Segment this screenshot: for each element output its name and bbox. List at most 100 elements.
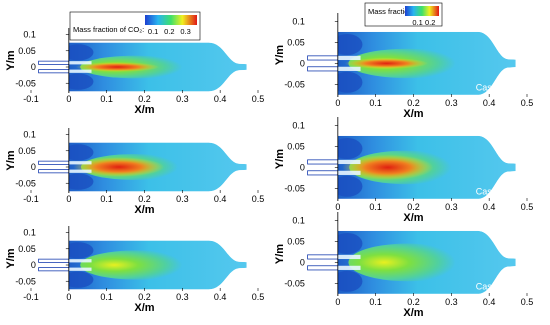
core [75,62,160,72]
y-tick-label: 0.05 [18,146,36,156]
recirc [337,138,363,159]
x-tick-label: 0.3 [445,297,458,307]
y-tick-label: 0.05 [287,37,305,47]
y-tick-label: -0.05 [15,78,36,88]
y-tick-label: 0.1 [292,16,305,26]
x-tick-label: 0.3 [445,98,458,108]
x-tick-label: 0.3 [176,194,189,204]
y-tick-label: -0.05 [284,79,305,89]
recirc [337,34,363,55]
y-tick-label: -0.05 [284,183,305,193]
colorbar-tick-label: 0.2 [425,18,435,27]
field [68,142,247,192]
x-axis-label: X/m [134,302,154,314]
inlet-jet [68,169,92,173]
x-axis-label: X/m [134,104,154,116]
case-label: Case 1 [476,187,505,197]
core [342,154,434,180]
plume [80,250,194,280]
inlet-jet [68,259,92,263]
x-tick-label: 0.5 [521,297,534,307]
x-tick-label: -0.1 [23,94,39,104]
x-tick-label: 0.1 [100,94,113,104]
field [337,135,516,199]
x-tick-label: 0.3 [445,202,458,212]
y-axis-label: Y/m [274,45,286,65]
x-tick-label: 0.5 [521,202,534,212]
x-tick-label: -0.1 [23,292,39,302]
field [337,31,516,95]
x-tick-label: 0 [335,202,340,212]
x-tick-label: 0.2 [407,202,420,212]
panel: -0.1 0 0.1 0.2 0.3 0.4 0.5 -0.05 0 0.05 0.1 X/m Y/m [5,128,264,216]
case-label: Case 0 [476,83,505,93]
y-tick-label: 0 [31,162,36,172]
inlet-jet [337,265,361,270]
inlet-jet [68,69,92,73]
inlet [307,170,339,176]
x-tick-label: 0 [335,98,340,108]
y-tick-label: 0 [300,162,305,172]
x-tick-label: 0.2 [407,297,420,307]
colorbar-title: Mass fraction of H₂O: [368,7,439,16]
x-tick-label: 0.4 [483,202,496,212]
y-tick-label: 0.1 [23,228,36,238]
inlet [38,60,70,65]
x-tick-label: 0.2 [138,94,151,104]
colorbar-tick-label: 0.1 [148,27,158,36]
x-tick-label: 0.2 [138,194,151,204]
inlet-jet [68,61,92,65]
y-tick-label: 0 [300,58,305,68]
panel: 0 0.1 0.2 0.3 0.4 0.5 -0.05 0 0.05 0.1 X/m Y/m Case … [274,117,533,224]
recirc [68,144,94,161]
inlet-jet [337,159,361,165]
field [68,240,247,290]
core [344,57,429,69]
x-tick-label: 0.4 [214,194,227,204]
x-tick-label: 0.5 [252,194,265,204]
y-tick-label: 0.05 [18,46,36,56]
inlet-jet [337,66,361,71]
x-tick-label: 0.2 [407,98,420,108]
y-axis-label: Y/m [5,50,17,70]
y-tick-label: 0 [300,257,305,267]
y-axis-label: Y/m [5,248,17,268]
panel: 0 0.1 0.2 0.3 0.4 0.5 -0.05 0 0.05 0.1 X/m Y/m Case … [274,212,533,319]
y-tick-label: -0.05 [15,178,36,188]
y-tick-label: 0.1 [23,130,36,140]
y-tick-label: 0.05 [287,141,305,151]
x-tick-label: 0 [66,94,71,104]
y-tick-label: 0.1 [292,120,305,130]
x-tick-label: 0.1 [100,292,113,302]
inlet-jet [337,55,361,61]
x-axis-label: X/m [403,307,423,319]
field [337,230,516,294]
colorbar-title: Mass fraction of CO₂: [73,25,144,34]
panel: -0.1 0 0.1 0.2 0.3 0.4 0.5 -0.05 0 0.05 0.1 X/m Y/m [5,226,264,314]
inlet [307,159,339,165]
recirc [68,173,94,190]
inlet [307,265,339,271]
panel: -0.1 0 0.1 0.2 0.3 0.4 0.5 -0.05 0 0.05 0.1 X/m Y/m M… [5,11,265,116]
recirc [337,233,363,254]
x-tick-label: 0.2 [138,292,151,302]
x-axis-label: X/m [403,212,423,224]
x-tick-label: 0 [66,292,71,302]
recirc [337,175,363,197]
x-axis-label: X/m [134,204,154,216]
x-axis-label: X/m [403,108,423,120]
colorbar-tick-label: 0.3 [180,27,190,36]
x-tick-label: 0.4 [483,297,496,307]
inlet [307,55,339,61]
y-tick-label: -0.05 [15,276,36,286]
colorbar-tick-label: 0.1 [412,18,422,27]
x-tick-label: 0.5 [252,94,265,104]
x-tick-label: 0 [66,194,71,204]
y-axis-label: Y/m [5,150,17,170]
inlet [307,66,339,72]
x-tick-label: 0.4 [483,98,496,108]
y-tick-label: -0.05 [284,278,305,288]
x-tick-label: 0.4 [214,94,227,104]
recirc [68,44,94,61]
